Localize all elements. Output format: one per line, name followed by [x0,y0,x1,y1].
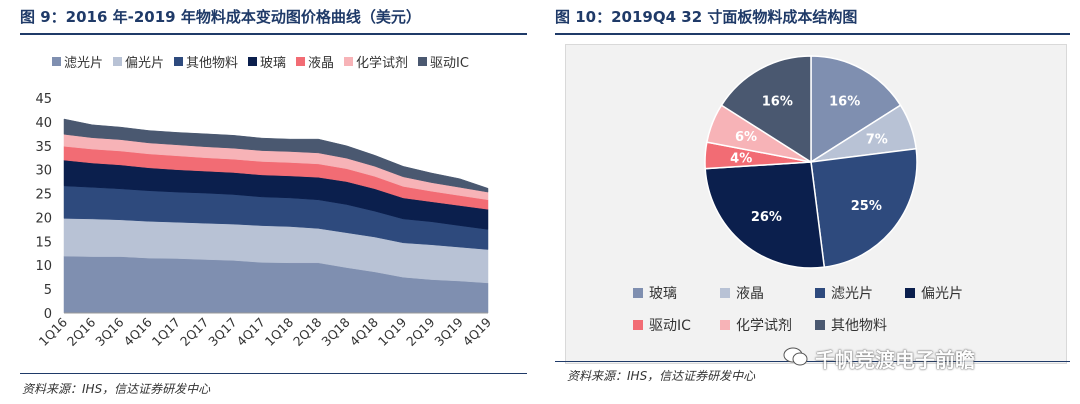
area-legend: 滤光片 偏光片 其他物料 玻璃 液晶 化学试剂 驱动IC [52,55,469,71]
y-tick-label: 35 [35,140,52,155]
legend-swatch [113,57,122,66]
legend-item: 驱动IC [633,318,691,334]
x-tick-label: 2Q16 [64,314,98,348]
legend-label: 液晶 [736,286,764,302]
area-chart-title: 图 9：2016 年-2019 年物料成本变动图价格曲线（美元） [20,6,527,35]
legend-label: 玻璃 [260,56,286,71]
x-tick-label: 1Q16 [36,314,70,348]
y-tick-label: 5 [44,283,52,298]
legend-item: 化学试剂 [344,55,408,71]
pie-chart-source: 资料来源：IHS，信达证券研发中心 [567,369,756,383]
y-tick-label: 25 [35,188,52,203]
wechat-icon [783,347,808,366]
pie-chart-title: 图 10：2019Q4 32 寸面板物料成本结构图 [555,6,1070,35]
area-series-驱动IC [63,118,489,193]
legend-label: 滤光片 [831,286,873,302]
legend-swatch [815,320,825,330]
legend-item: 滤光片 [815,286,873,302]
pie-slices: 16% 7% 25% 26% 4% 6% 16% [704,55,918,269]
y-tick-label: 30 [35,164,52,179]
legend-swatch [720,320,730,330]
legend-label: 滤光片 [64,56,103,71]
legend-item: 玻璃 [633,285,677,302]
x-tick-label: 1Q19 [375,314,409,348]
legend-swatch [633,320,643,330]
pie-slice-偏光片 [704,161,826,269]
legend-swatch [418,57,427,66]
x-tick-label: 4Q18 [347,314,381,348]
legend-label: 其他物料 [831,318,887,334]
legend-label: 驱动IC [430,56,469,71]
legend-label: 驱动IC [649,318,691,334]
legend-label: 其他物料 [186,56,238,71]
y-tick-label: 10 [35,259,52,274]
x-tick-label: 4Q17 [234,315,268,349]
pie-data-label: 6% [735,130,757,145]
area-chart-source: 资料来源：IHS，信达证券研发中心 [22,382,211,396]
legend-item: 滤光片 [52,56,103,71]
legend-label: 偏光片 [125,56,164,71]
legend-label: 液晶 [308,56,334,71]
pie-data-label: 26% [751,210,782,225]
pie-chart-bottom-rule [555,361,1070,362]
legend-swatch [815,288,825,298]
legend-label: 化学试剂 [356,55,408,71]
pie-slice-其他物料 [720,55,812,164]
area-chart-svg: 滤光片 偏光片 其他物料 玻璃 液晶 化学试剂 驱动IC 0 5 10 15 20 25 30 35 40 45… [35,55,494,349]
x-tick-label: 1Q18 [262,314,296,348]
legend-item: 其他物料 [174,56,238,71]
x-tick-label: 4Q16 [120,314,154,348]
x-tick-label: 3Q19 [431,314,465,348]
pie-chart-panel: 图 10：2019Q4 32 寸面板物料成本结构图 16% 7% 25% 26% 4% 6… [555,0,1080,404]
legend-swatch [344,57,353,66]
x-tick-label: 3Q18 [318,314,352,348]
area-chart-bottom-rule [20,373,527,374]
legend-label: 化学试剂 [736,318,792,334]
pie-data-label: 16% [762,95,793,110]
x-tick-label: 3Q17 [205,315,239,349]
x-tick-label: 2Q18 [290,314,324,348]
pie-data-label: 16% [829,95,860,110]
legend-item: 其他物料 [815,318,887,334]
legend-item: 液晶 [720,286,764,302]
pie-slice-玻璃 [810,55,902,164]
x-tick-label: 2Q19 [403,314,437,348]
y-tick-label: 0 [44,307,52,322]
legend-swatch [905,288,915,298]
legend-swatch [52,57,61,66]
y-tick-label: 15 [35,235,52,250]
y-tick-label: 20 [35,211,52,226]
y-tick-label: 45 [35,92,52,107]
legend-label: 偏光片 [921,286,963,302]
legend-item: 偏光片 [905,286,963,302]
x-tick-label: 4Q19 [460,314,494,348]
pie-data-label: 7% [866,132,888,147]
legend-item: 偏光片 [113,56,164,71]
x-tick-label: 3Q16 [92,314,126,348]
pie-data-label: 25% [851,199,882,214]
legend-label: 玻璃 [649,285,677,302]
area-chart-panel: 图 9：2016 年-2019 年物料成本变动图价格曲线（美元） 滤光片 偏光片 其… [0,0,530,404]
legend-swatch [174,57,183,66]
legend-item: 液晶 [296,56,334,71]
legend-swatch [633,288,643,298]
watermark-text: 千帆竞渡电子前瞻 [815,348,975,372]
legend-swatch [248,57,257,66]
pie-slice-滤光片 [810,147,918,268]
y-tick-label: 40 [35,116,52,131]
legend-swatch [296,57,305,66]
legend-item: 化学试剂 [720,318,792,334]
x-tick-label: 2Q17 [177,315,211,349]
x-tick-label: 1Q17 [149,315,183,349]
legend-item: 玻璃 [248,56,286,71]
legend-swatch [720,288,730,298]
pie-data-label: 4% [730,152,752,167]
legend-item: 驱动IC [418,56,469,71]
area-series-group [63,118,489,314]
